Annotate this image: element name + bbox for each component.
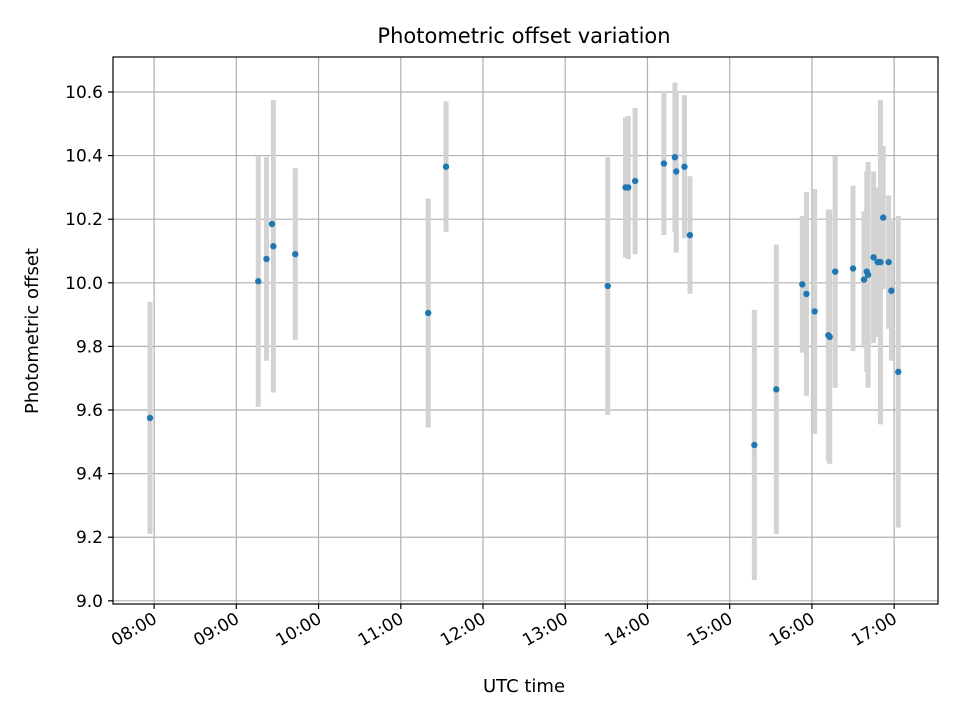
data-point [442,163,450,170]
y-tick-label: 10.2 [65,210,103,230]
plot-frame [112,56,939,605]
x-axis-label: UTC time [483,676,565,697]
x-tick-label: 11:00 [355,609,407,651]
data-point [751,441,758,449]
data-point [631,177,639,185]
error-bars [147,82,901,581]
x-tick-label: 15:00 [684,609,736,651]
y-tick-label: 9.0 [76,592,103,612]
data-points [146,153,902,449]
x-tick-label: 14:00 [602,609,654,651]
data-point [671,153,679,161]
x-tick-label: 12:00 [437,609,489,651]
data-point [811,308,818,315]
data-point [885,258,892,266]
data-point [625,184,632,191]
data-point [773,386,780,393]
x-tick-label: 13:00 [519,609,571,651]
data-point [803,290,810,298]
data-point [686,231,694,239]
x-tick-label: 09:00 [190,609,242,651]
data-point [864,271,872,279]
data-point [255,278,262,285]
data-point [270,243,277,250]
data-point [895,368,902,376]
data-point [877,258,884,266]
y-tick-label: 9.6 [76,401,103,421]
chart-title: Photometric offset variation [377,24,670,48]
data-point [604,282,611,290]
data-point [849,265,857,272]
grid [113,57,938,604]
x-tick-label: 10:00 [273,609,325,651]
data-point [424,309,432,317]
data-point [681,163,688,170]
x-tick-label: 17:00 [848,609,900,651]
data-point [660,160,668,167]
data-point [673,168,680,175]
data-point [268,220,276,228]
data-point [832,268,839,275]
y-tick-label: 10.0 [65,274,103,294]
x-tick-label: 08:00 [108,609,160,651]
y-tick-label: 10.6 [65,83,103,103]
y-tick-label: 9.8 [76,337,103,357]
y-tick-label: 9.4 [76,465,103,485]
data-point [879,214,887,221]
data-point [870,254,877,261]
data-point [799,281,806,288]
data-point [146,414,154,422]
data-point [888,287,895,294]
data-point [860,276,868,283]
data-point [826,333,833,341]
y-tick-label: 9.2 [76,528,103,548]
data-point [292,250,299,258]
data-point [263,255,270,263]
y-axis-label: Photometric offset [22,248,43,414]
x-tick-label: 16:00 [766,609,818,651]
y-tick-label: 10.4 [65,147,103,167]
